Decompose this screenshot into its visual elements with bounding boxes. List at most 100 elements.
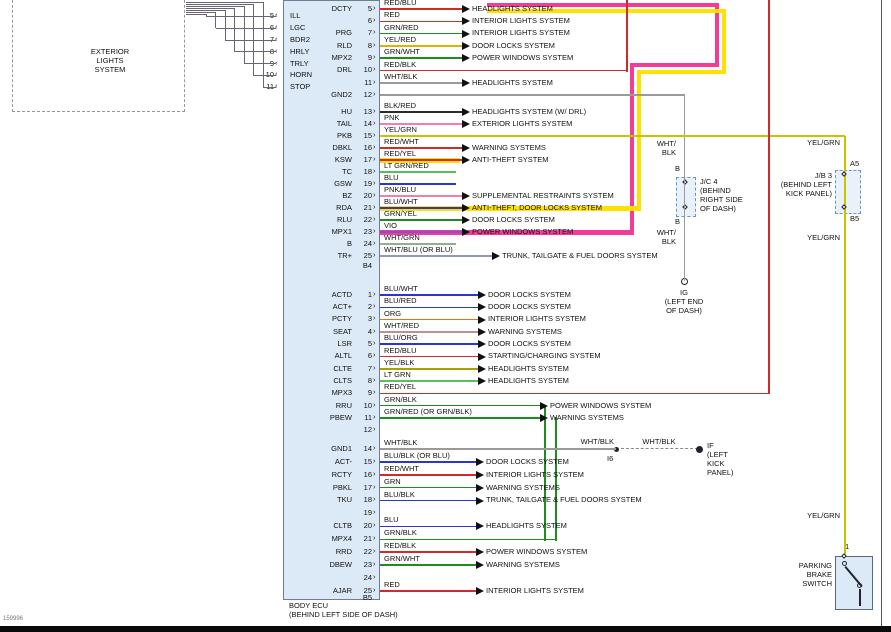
pin-bracket: › [373, 424, 376, 434]
system-label: WARNING SYSTEMS [472, 142, 546, 152]
parking-brake-pin-label: 1 [845, 542, 850, 551]
pin-bracket: › [373, 129, 376, 139]
jc4-label: J/C 4 (BEHIND RIGHT SIDE OF DASH) [700, 177, 743, 213]
pin-bracket: › [373, 177, 376, 187]
fan-line [215, 12, 216, 29]
wire-line [380, 82, 462, 84]
wire-line [380, 368, 478, 370]
pin-bracket: › [373, 533, 376, 543]
fan-line [206, 16, 276, 17]
arrowhead [476, 586, 484, 595]
arrowhead [462, 228, 470, 236]
left-pin-number: 5 [261, 12, 274, 21]
highlight-band [380, 229, 634, 235]
pin-bracket: › [373, 455, 376, 465]
pin-bracket: › [373, 39, 376, 49]
jb3-pin-mark [841, 171, 847, 177]
pin-name: ACT- [334, 456, 352, 466]
arrowhead [462, 192, 470, 200]
arrowhead [478, 340, 486, 349]
wire-line [380, 8, 462, 10]
pin-bracket: › [373, 546, 376, 555]
pin-name: TC [342, 166, 352, 176]
left-pin-label: HRLY [290, 46, 310, 56]
wire-line [380, 111, 462, 113]
pin-bracket: › [373, 301, 376, 311]
left-pin-bracket: ‹ [275, 57, 278, 67]
arrowhead [492, 252, 500, 260]
system-label: WARNING SYSTEMS [486, 482, 560, 492]
arrowhead [478, 303, 486, 312]
wire-color-label: RED/BLK [384, 59, 417, 69]
pin-bracket: › [373, 249, 376, 259]
system-label: DOOR LOCKS SYSTEM [486, 456, 569, 466]
wire-color-label: PNK [384, 113, 400, 122]
pin-name: RRU [335, 400, 352, 410]
pin-name: KSW [334, 154, 352, 164]
pin-bracket: › [373, 165, 376, 175]
pin-name: HU [341, 106, 352, 116]
arrowhead [478, 352, 486, 361]
pin-bracket: › [373, 141, 376, 151]
system-label: POWER WINDOWS SYSTEM [472, 226, 574, 236]
wire-line [380, 306, 478, 309]
wire-color-label: RED/WHT [384, 137, 419, 146]
jb3-label: J/B 3 (BEHIND LEFT KICK PANEL) [780, 171, 832, 198]
system-label: INTERIOR LIGHTS SYSTEM [472, 16, 570, 26]
arrowhead [462, 78, 470, 87]
left-pin-bracket: ‹ [275, 33, 278, 43]
bottom-bar [0, 626, 891, 632]
arrowhead [476, 457, 484, 466]
ig-ground-label: IG (LEFT END OF DASH) [664, 288, 704, 315]
fan-line [186, 9, 225, 11]
wire-line [380, 231, 462, 233]
pin-bracket: › [373, 520, 376, 530]
wire-line [380, 219, 462, 221]
left-pin-label: HORN [290, 70, 313, 80]
arrowhead [478, 364, 486, 373]
pin-bracket: › [373, 387, 376, 397]
wire-color-label: ORG [384, 308, 402, 318]
pin-name: BZ [342, 190, 352, 200]
system-label: ANTI-THEFT SYSTEM [472, 154, 549, 164]
pin-number: 17 [363, 482, 372, 492]
wire-line [380, 32, 462, 35]
left-pin-label: STOP [290, 82, 311, 92]
pin-bracket: › [373, 225, 376, 235]
wire-line [380, 255, 492, 257]
jb3-pin-mark [841, 204, 847, 210]
pin-name: RRD [335, 547, 352, 556]
wire-line [380, 135, 845, 137]
system-label: DOOR LOCKS SYSTEM [472, 40, 555, 50]
pin-name: MPX2 [331, 53, 352, 62]
wire-color-label: RED/BLU [384, 345, 417, 355]
wire-line [380, 207, 462, 209]
pin-bracket: › [373, 288, 376, 298]
wire-color-label: WHT/BLK [384, 438, 418, 447]
system-label: POWER WINDOWS SYSTEM [486, 547, 588, 556]
pin-name: TKU [337, 495, 352, 505]
pin-number: 20 [363, 190, 372, 200]
wire-line [380, 380, 478, 382]
pin-number: 11 [364, 77, 372, 87]
wire-line-vertical [626, 0, 628, 72]
pin-number: 6 [367, 351, 372, 361]
pin-name: ACTD [331, 289, 352, 299]
fan-line [243, 6, 245, 64]
left-pin-label: LGC [290, 23, 306, 33]
switch-pin-mark [841, 552, 847, 559]
pin-number: 25 [363, 250, 372, 260]
arrowhead [476, 483, 484, 492]
system-label: DOOR LOCKS SYSTEM [488, 302, 571, 312]
pin-name: TR+ [337, 250, 352, 260]
pin-number: 16 [363, 142, 372, 152]
pin-number: 10 [363, 400, 372, 410]
left-pin-number: 6 [261, 23, 274, 32]
arrowhead [462, 204, 470, 212]
parking-brake-label: PARKING BRAKE SWITCH [798, 561, 832, 588]
fan-line [234, 51, 276, 53]
mpx-wire-yellow [637, 70, 641, 210]
pin-number: 23 [363, 559, 372, 569]
wire-line [380, 590, 476, 592]
